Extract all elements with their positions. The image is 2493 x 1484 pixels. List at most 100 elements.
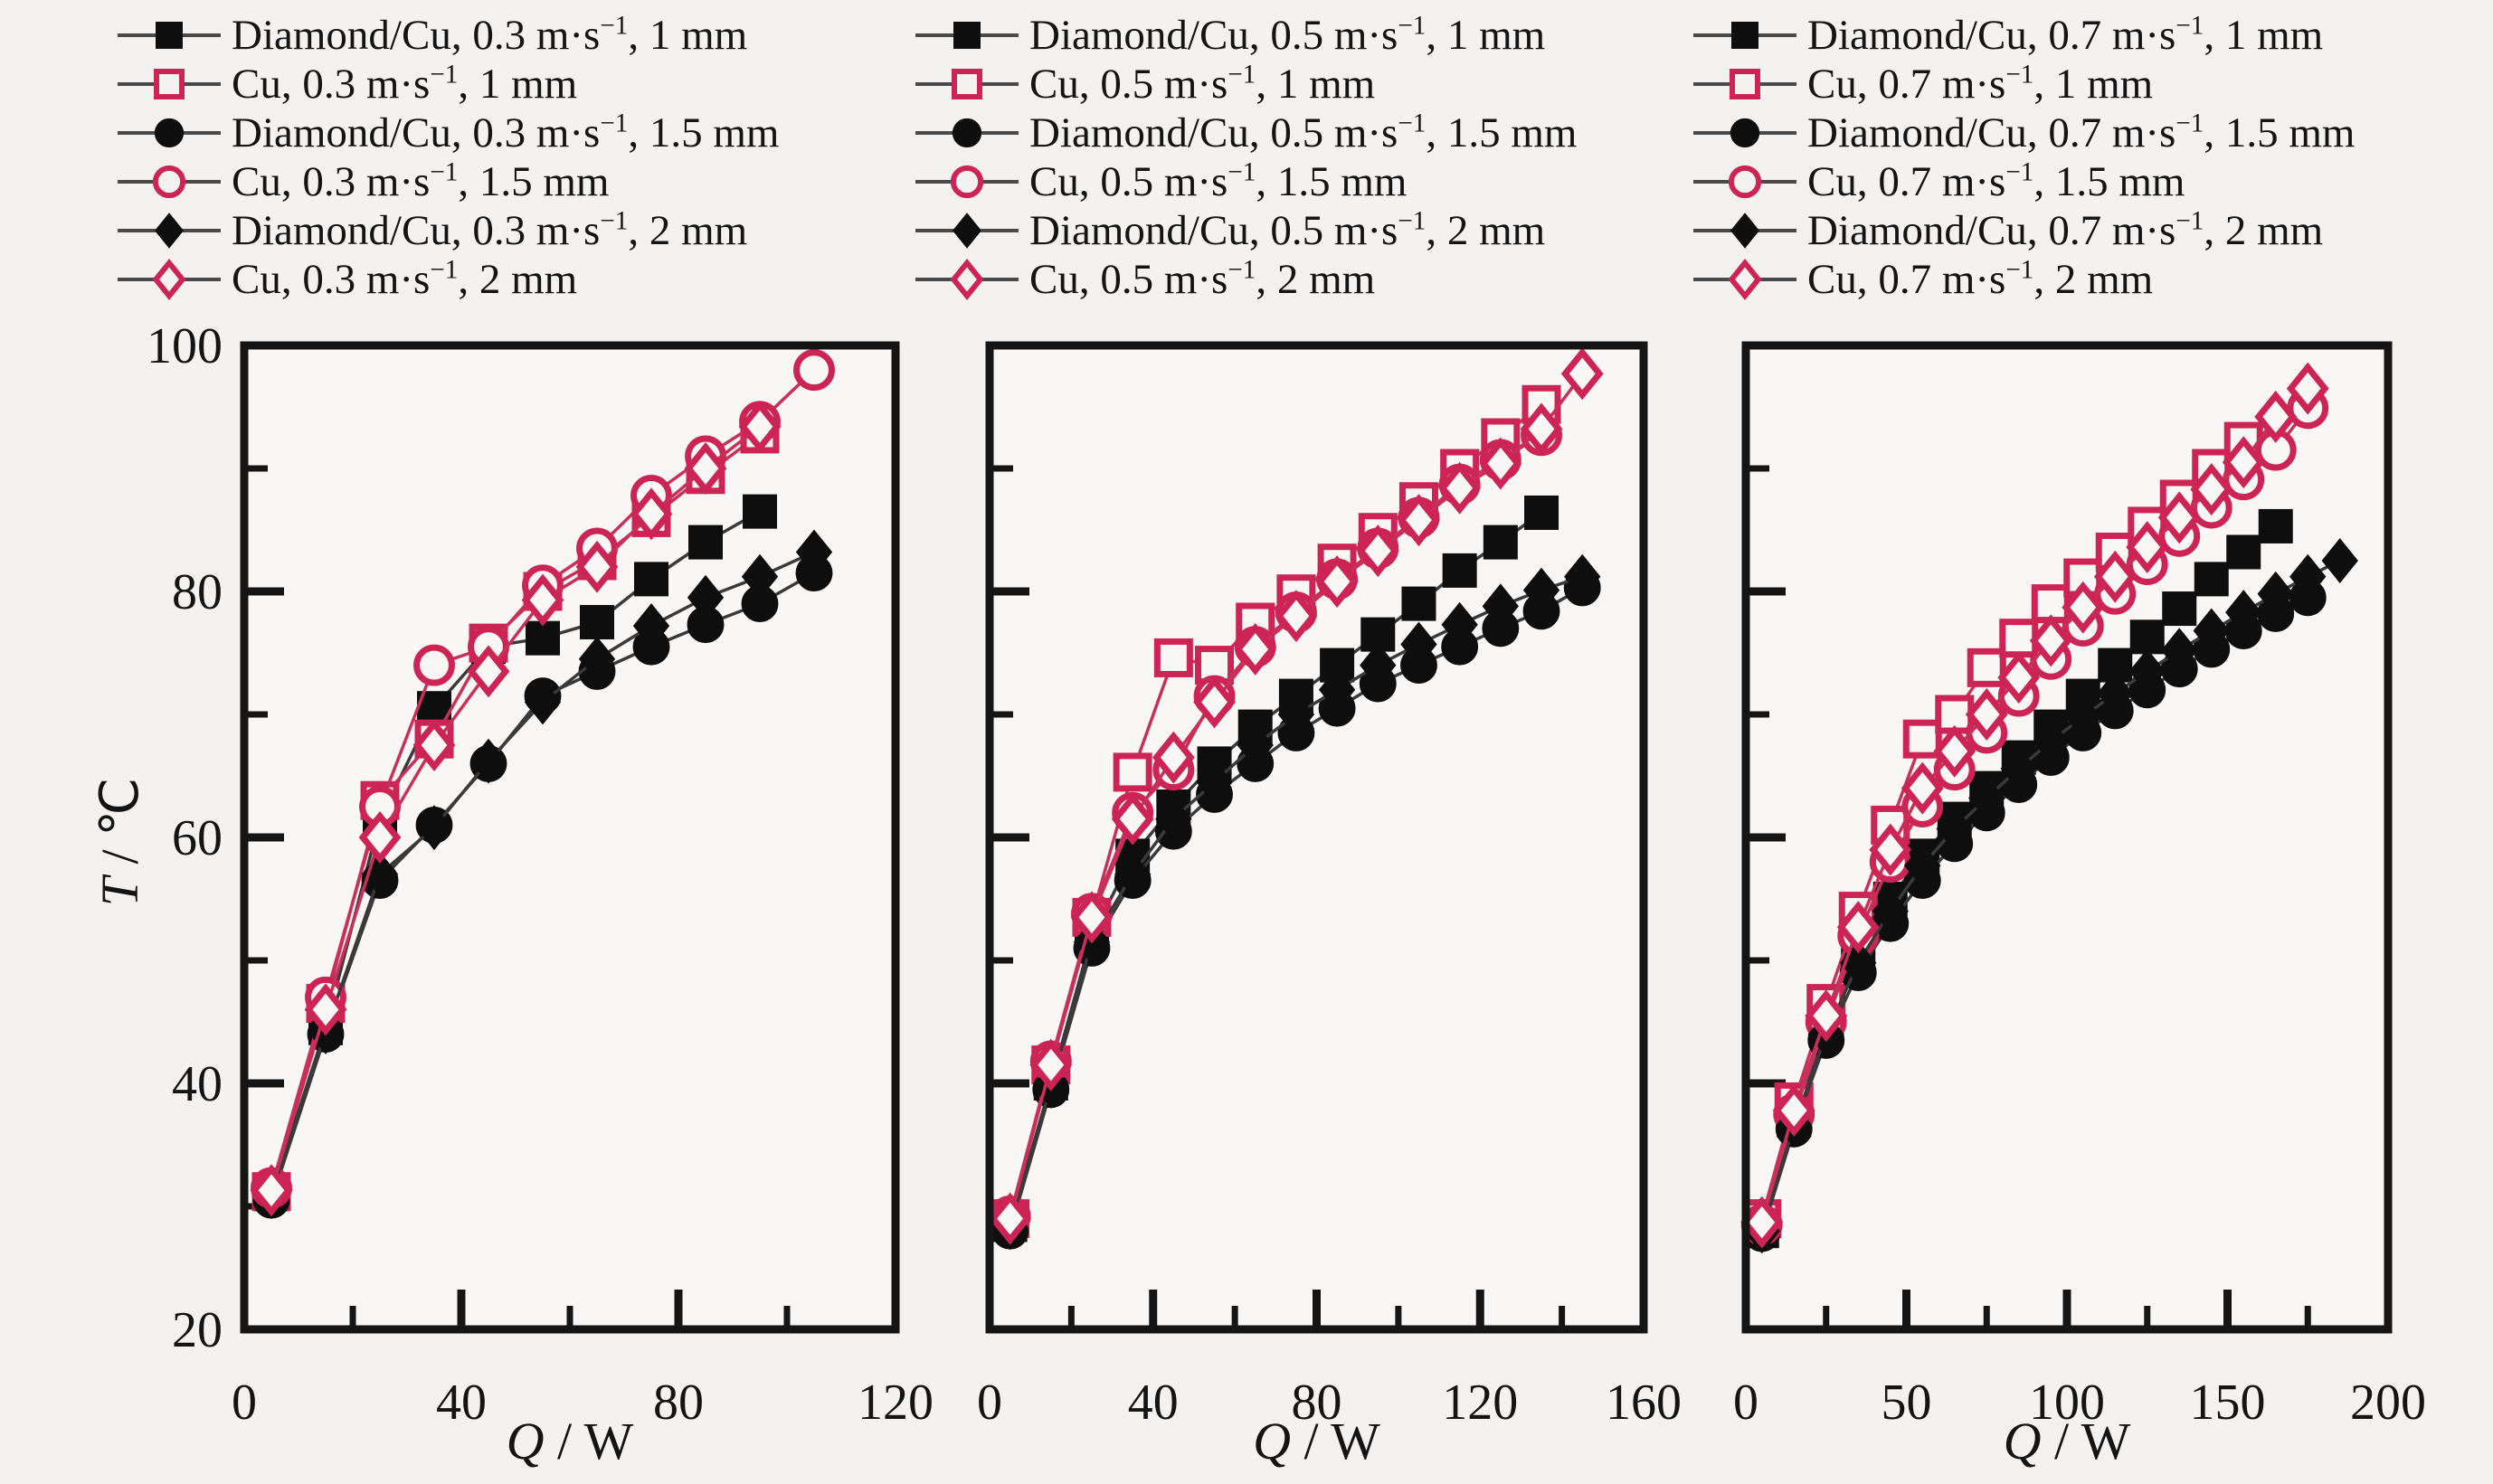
- filled-diamond-marker-icon: [2000, 745, 2037, 791]
- filled-diamond-marker-icon: [1114, 851, 1152, 897]
- filled-square-marker-icon: [156, 22, 183, 49]
- legend-item: Diamond/Cu, 0.5 m·s−1, 2 mm: [914, 206, 1577, 255]
- square-legend-glyph-icon: [1693, 22, 1796, 49]
- y-tick-label: 20: [172, 1302, 223, 1358]
- y-axis-title-unit: / ℃: [90, 777, 149, 877]
- open-diamond-marker-icon: [1560, 347, 1604, 401]
- open-diamond-marker-icon: [2190, 463, 2233, 516]
- filled-square-marker-icon: [2258, 508, 2293, 544]
- legend-item-text: , 1 mm: [2204, 11, 2324, 59]
- legend-item: Diamond/Cu, 0.3 m·s−1, 1 mm: [116, 11, 779, 60]
- open-diamond-marker-icon: [1438, 461, 1482, 515]
- open-diamond-marker-icon: [1152, 731, 1195, 784]
- x-axis-title-symbol: Q: [506, 1412, 545, 1470]
- y-tick-label: 40: [172, 1056, 223, 1112]
- x-tick-label: 40: [1128, 1375, 1179, 1431]
- filled-square-marker-icon: [953, 22, 981, 49]
- legend-item-text: Cu, 0.3 m·s: [232, 255, 431, 303]
- legend-item-label: Cu, 0.3 m·s−1, 1 mm: [232, 59, 577, 108]
- filled-square-marker-icon: [634, 562, 668, 597]
- open-diamond-marker-icon: [1869, 823, 1912, 876]
- filled-diamond-marker-icon: [2161, 628, 2198, 674]
- y-tick-label: 80: [172, 564, 223, 620]
- square-legend-glyph-icon: [1693, 69, 1796, 99]
- diamond-legend-glyph-icon: [1693, 213, 1796, 249]
- legend-item-label: Cu, 0.5 m·s−1, 1.5 mm: [1029, 158, 1407, 203]
- filled-diamond-marker-icon: [2064, 694, 2101, 740]
- open-diamond-marker-icon: [304, 983, 347, 1036]
- x-tick-label: 0: [1733, 1375, 1758, 1431]
- open-diamond-marker-icon: [1805, 989, 1848, 1043]
- diamond-legend-glyph-icon: [118, 213, 221, 249]
- filled-square-marker-icon: [526, 620, 560, 656]
- open-diamond-marker-icon: [989, 1192, 1031, 1245]
- legend-item: Diamond/Cu, 0.7 m·s−1, 1 mm: [1692, 11, 2355, 60]
- series-line: [270, 425, 762, 1191]
- legend-item: Cu, 0.3 m·s−1, 1 mm: [116, 60, 779, 109]
- legend-item: Diamond/Cu, 0.3 m·s−1, 2 mm: [116, 206, 779, 255]
- open-square-marker-icon: [1113, 752, 1152, 792]
- x-axis-title-unit: / W: [1291, 1412, 1380, 1470]
- filled-square-marker-icon: [580, 605, 614, 639]
- filled-square-marker-icon: [2129, 619, 2165, 655]
- legend-item-text: −1: [430, 59, 459, 89]
- y-axis-title-symbol: T: [90, 877, 149, 907]
- legend-item-text: , 1.5 mm: [2033, 157, 2185, 205]
- series-cu-0-5-m-s-1-2-mm: [989, 347, 1604, 1245]
- legend-item-text: , 2 mm: [628, 206, 748, 254]
- filled-diamond-marker-icon: [1441, 601, 1478, 647]
- series-cu-0-7-m-s-1-2-mm: [1740, 362, 2329, 1249]
- open-diamond-marker-icon: [1275, 590, 1318, 643]
- circle-legend-glyph-icon: [1693, 118, 1796, 148]
- x-tick-label: 120: [858, 1375, 934, 1431]
- filled-diamond-marker-icon: [2289, 553, 2327, 600]
- legend-item-text: −1: [1228, 59, 1256, 89]
- panel-frame: [240, 341, 900, 1334]
- filled-diamond-marker-icon: [795, 529, 833, 575]
- open-diamond-marker-icon: [1029, 1038, 1073, 1092]
- diamond-legend-glyph-icon: [915, 213, 1019, 249]
- y-tick-label: 100: [147, 318, 223, 374]
- legend-item-label: Diamond/Cu, 0.3 m·s−1, 2 mm: [232, 206, 748, 254]
- filled-diamond-marker-icon: [1318, 666, 1356, 713]
- open-diamond-marker-icon: [684, 442, 727, 495]
- square-legend-glyph-icon: [915, 22, 1019, 49]
- filled-diamond-marker-icon: [1730, 213, 1759, 249]
- open-square-marker-icon: [1730, 69, 1760, 99]
- legend-item-text: Diamond/Cu, 0.3 m·s: [232, 11, 601, 59]
- open-diamond-marker-icon: [1479, 437, 1522, 490]
- open-diamond-marker-icon: [1070, 891, 1114, 944]
- open-diamond-marker-icon: [950, 259, 984, 300]
- open-diamond-marker-icon: [2029, 614, 2072, 667]
- circle-legend-glyph-icon: [118, 118, 221, 148]
- panel-2-plot: 0 40 80 120 160: [977, 341, 1682, 1431]
- x-axis-title: Q / W: [244, 1411, 896, 1471]
- filled-square-marker-icon: [2194, 562, 2229, 597]
- filled-diamond-marker-icon: [1155, 796, 1192, 842]
- legend-item-text: −1: [2175, 108, 2204, 137]
- open-diamond-marker-icon: [358, 811, 402, 864]
- open-square-marker-icon: [1999, 619, 2039, 658]
- open-diamond-marker-icon: [1997, 651, 2041, 704]
- legend-item-label: Diamond/Cu, 0.3 m·s−1, 1.5 mm: [232, 109, 779, 156]
- circle-legend-glyph-icon: [1693, 165, 1796, 199]
- legend-item-label: Diamond/Cu, 0.7 m·s−1, 1.5 mm: [1807, 108, 2355, 155]
- legend-item-text: Diamond/Cu, 0.7 m·s: [1807, 206, 2176, 254]
- legend-item-text: Diamond/Cu, 0.3 m·s: [232, 109, 601, 156]
- filled-diamond-marker-icon: [2225, 590, 2262, 636]
- legend-item-label: Diamond/Cu, 0.7 m·s−1, 1 mm: [1807, 11, 2324, 59]
- open-diamond-marker-icon: [1234, 622, 1277, 676]
- filled-diamond-marker-icon: [1400, 621, 1437, 667]
- filled-diamond-marker-icon: [1872, 888, 1909, 934]
- x-axis-title-symbol: Q: [1253, 1412, 1292, 1470]
- open-diamond-marker-icon: [152, 259, 186, 300]
- legend-item: Cu, 0.5 m·s−1, 2 mm: [914, 255, 1577, 304]
- legend-item: Diamond/Cu, 0.7 m·s−1, 2 mm: [1692, 206, 2355, 255]
- filled-square-marker-icon: [1483, 525, 1518, 560]
- legend-item-text: −1: [1398, 205, 1427, 235]
- open-diamond-marker-icon: [1193, 676, 1236, 729]
- legend-item-text: Cu, 0.3 m·s: [232, 60, 431, 108]
- open-diamond-marker-icon: [1933, 724, 1976, 778]
- y-axis-title: T / ℃: [89, 706, 150, 978]
